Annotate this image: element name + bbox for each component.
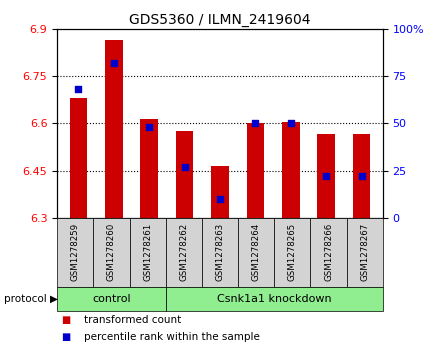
Text: GSM1278266: GSM1278266: [324, 223, 333, 281]
Text: control: control: [92, 294, 131, 304]
Bar: [353, 134, 370, 218]
Text: Csnk1a1 knockdown: Csnk1a1 knockdown: [217, 294, 332, 304]
Text: ■: ■: [62, 331, 71, 342]
Text: percentile rank within the sample: percentile rank within the sample: [84, 331, 260, 342]
Text: GSM1278260: GSM1278260: [107, 223, 116, 281]
Text: GSM1278264: GSM1278264: [252, 223, 260, 281]
Bar: [246, 123, 264, 218]
Point: [358, 174, 365, 179]
Text: GSM1278267: GSM1278267: [360, 223, 369, 281]
Point: [75, 86, 82, 92]
Text: GSM1278259: GSM1278259: [71, 223, 80, 281]
Text: transformed count: transformed count: [84, 315, 181, 325]
Text: GSM1278263: GSM1278263: [216, 223, 224, 281]
Bar: [70, 98, 87, 218]
Text: GSM1278262: GSM1278262: [180, 223, 188, 281]
Point: [110, 60, 117, 66]
Point: [146, 124, 153, 130]
Bar: [317, 134, 335, 218]
Point: [252, 121, 259, 126]
Text: protocol ▶: protocol ▶: [4, 294, 59, 304]
Bar: [105, 40, 123, 218]
Point: [287, 121, 294, 126]
Bar: [140, 119, 158, 218]
Text: GSM1278265: GSM1278265: [288, 223, 297, 281]
Text: GSM1278261: GSM1278261: [143, 223, 152, 281]
Bar: [282, 122, 300, 218]
Bar: [176, 131, 194, 218]
Text: GDS5360 / ILMN_2419604: GDS5360 / ILMN_2419604: [129, 13, 311, 27]
Bar: [211, 166, 229, 218]
Point: [216, 196, 224, 202]
Point: [181, 164, 188, 170]
Text: ■: ■: [62, 315, 71, 325]
Point: [323, 174, 330, 179]
